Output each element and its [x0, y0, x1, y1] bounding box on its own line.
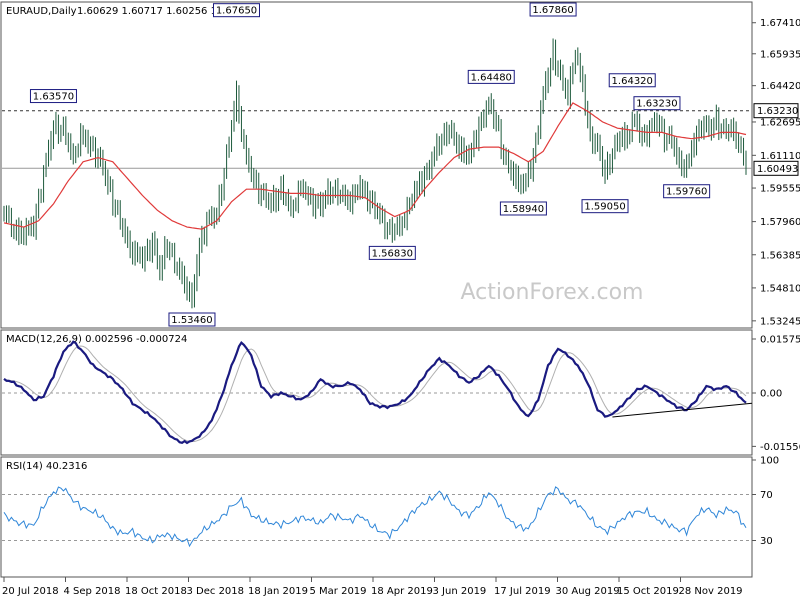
- price-callouts: 1.63570 1.67650 1.53460 1.56830 1.64480 1.589…: [29, 2, 711, 327]
- macd-axis: 0.01575 0.00 -0.015568: [752, 335, 800, 453]
- price-callout-label: 1.56830: [372, 248, 413, 259]
- macd-signal-line: [3, 345, 747, 442]
- macd-tick-label: -0.015568: [760, 442, 800, 453]
- price-tick-label: 1.67410: [760, 18, 800, 29]
- date-tick-label: 5 Mar 2019: [310, 586, 367, 597]
- date-tick-label: 20 Jul 2018: [2, 586, 59, 597]
- price-callout-label: 1.64320: [612, 76, 653, 87]
- price-callout-box: [368, 245, 416, 260]
- price-callout-box: [212, 3, 260, 18]
- ohlc-values: 1.60629 1.60717 1.60256 1.60493: [77, 6, 252, 17]
- macd-trendline: [612, 402, 753, 418]
- macd-lines: [2, 340, 753, 445]
- price-callout-box: [467, 69, 515, 84]
- price-tick-label: 1.65935: [760, 49, 800, 60]
- date-tick-label: 3 Jun 2019: [433, 586, 487, 597]
- date-tick-label: 4 Sep 2018: [64, 586, 121, 597]
- price-callout-box: [529, 2, 577, 17]
- price-callout-label: 1.53460: [171, 315, 212, 326]
- price-tick-label: 1.54810: [760, 283, 800, 294]
- price-callout-box: [633, 96, 681, 111]
- price-callout-box: [608, 73, 656, 88]
- price-tick-label: 1.53245: [760, 316, 800, 327]
- macd-tick-label: 0.00: [760, 389, 782, 400]
- rsi-axis: 100 70 30: [752, 456, 779, 547]
- price-tick-label: 1.59555: [760, 184, 800, 195]
- price-axis: 1.67410 1.65935 1.64420 1.62695 1.61110 1.595…: [752, 18, 800, 327]
- price-callout-box: [499, 201, 547, 216]
- watermark: ActionForex.com: [461, 280, 644, 305]
- price-callout-label: 1.59050: [584, 202, 625, 213]
- date-tick-label: 15 Oct 2019: [617, 586, 679, 597]
- price-callout-box: [29, 89, 77, 104]
- price-panel-frame: [0, 1, 753, 329]
- macd-tick-label: 0.01575: [760, 335, 800, 346]
- resistance-price-tag-box: [753, 103, 799, 119]
- rsi-lines: [2, 486, 752, 548]
- price-tick-label: 1.57960: [760, 217, 800, 228]
- resistance-price-tag: 1.63230: [757, 106, 798, 117]
- moving-average: [3, 102, 747, 230]
- rsi-label: RSI(14) 40.2316: [6, 461, 87, 472]
- date-tick-label: 18 Oct 2018: [125, 586, 187, 597]
- price-guide-lines: [2, 110, 752, 169]
- price-tick-label: 1.56385: [760, 250, 800, 261]
- price-callout-label: 1.67860: [532, 5, 573, 16]
- date-tick-label: 30 Aug 2019: [556, 586, 620, 597]
- price-callout-box: [168, 312, 216, 327]
- price-tick-label: 1.64420: [760, 81, 800, 92]
- price-callout-label: 1.67650: [216, 6, 257, 17]
- last-price-tag: 1.60493: [757, 164, 798, 175]
- price-callout-label: 1.63570: [33, 92, 74, 103]
- date-tick-label: 3 Dec 2018: [187, 586, 245, 597]
- rsi-tick-label: 70: [760, 490, 773, 501]
- price-tick-label: 1.61110: [760, 151, 800, 162]
- date-tick-label: 17 Jul 2019: [494, 586, 551, 597]
- price-bars: [3, 38, 747, 309]
- macd-label: MACD(12,26,9) 0.002596 -0.000724: [6, 334, 187, 345]
- moving-average-line: [3, 102, 747, 230]
- price-callout-box: [581, 199, 629, 214]
- chart-title: EURAUD,Daily: [6, 6, 77, 17]
- rsi-line: [3, 486, 747, 548]
- price-tick-label: 1.62695: [760, 117, 800, 128]
- last-price-tag-box: [753, 160, 799, 176]
- rsi-tick-label: 100: [760, 456, 779, 467]
- date-axis: 20 Jul 2018 4 Sep 2018 18 Oct 2018 3 Dec 20…: [2, 577, 743, 597]
- rsi-tick-label: 30: [760, 536, 773, 547]
- price-callout-label: 1.58940: [503, 204, 544, 215]
- price-callout-label: 1.63230: [636, 99, 677, 110]
- date-tick-label: 28 Nov 2019: [679, 586, 743, 597]
- date-tick-label: 18 Jan 2019: [248, 586, 308, 597]
- price-callout-label: 1.59760: [666, 187, 707, 198]
- price-callout-box: [663, 184, 711, 199]
- price-callout-label: 1.64480: [471, 72, 512, 83]
- macd-line: [3, 340, 747, 445]
- rsi-panel-frame: [0, 456, 753, 578]
- price-tags: 1.63230 1.60493: [753, 103, 799, 176]
- date-tick-label: 18 Apr 2019: [371, 586, 433, 597]
